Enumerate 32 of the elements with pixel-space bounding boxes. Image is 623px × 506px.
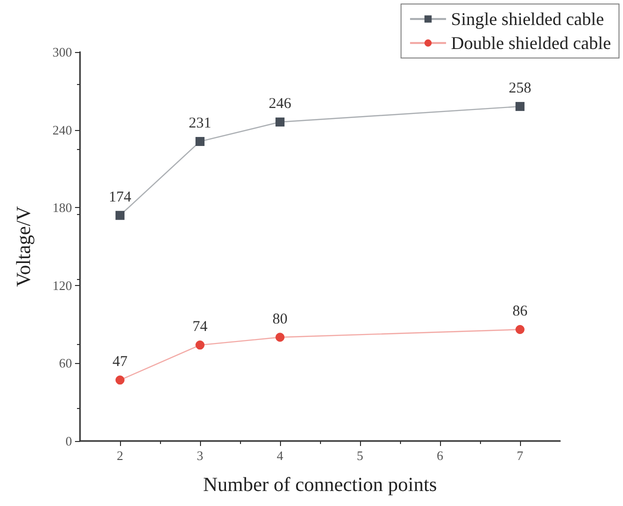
y-tick-label: 120 — [52, 278, 72, 293]
data-label: 258 — [508, 80, 532, 96]
point — [276, 332, 284, 342]
data-label: 86 — [512, 303, 528, 320]
y-tick-label: 300 — [52, 44, 72, 60]
data-label: 47 — [112, 354, 128, 370]
x-tick-label: 3 — [196, 448, 204, 463]
x-tick-label: 7 — [516, 448, 524, 463]
data-label: 174 — [108, 189, 132, 206]
data-label: 231 — [188, 115, 212, 132]
x-tick-label: 5 — [356, 448, 364, 463]
point — [516, 102, 524, 111]
legend-label: Double shielded cable — [451, 33, 612, 53]
point — [196, 136, 204, 146]
point — [276, 118, 284, 127]
data-label: 74 — [192, 319, 208, 336]
y-tick-label: 180 — [52, 200, 72, 216]
y-tick-label: 0 — [66, 434, 72, 448]
data-label: 246 — [268, 96, 292, 112]
point — [116, 210, 124, 220]
y-tick-label: 60 — [59, 356, 72, 371]
x-axis-title: Number of connection points — [203, 474, 438, 496]
point — [516, 324, 524, 334]
point — [116, 376, 124, 385]
legend-label: Single shielded cable — [451, 9, 604, 29]
x-tick-label: 2 — [116, 448, 124, 463]
x-tick-label: 4 — [276, 448, 284, 463]
x-tick-label: 6 — [436, 448, 444, 463]
point — [196, 340, 204, 350]
data-label: 80 — [272, 311, 288, 328]
y-tick-label: 240 — [52, 122, 72, 138]
y-axis-title: Voltage/V — [13, 206, 35, 287]
